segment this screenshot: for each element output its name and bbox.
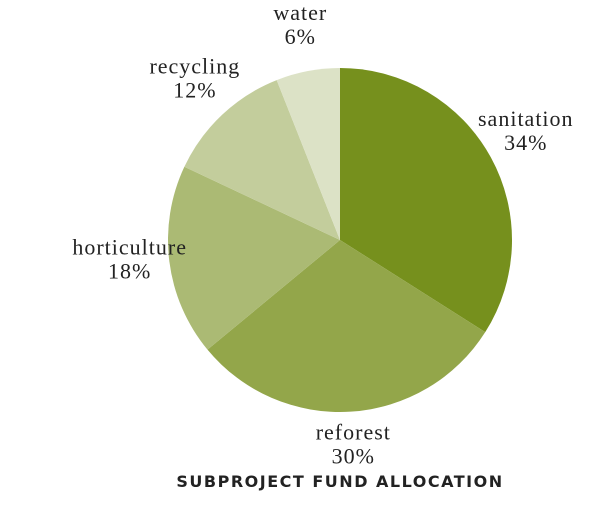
slice-label: recycling [149,53,240,78]
pie-slice [276,68,340,240]
pie-slice [168,166,340,350]
slice-label: horticulture [72,235,187,260]
slice-label: sanitation [478,106,574,131]
slice-value: 18% [108,259,151,284]
slice-value: 30% [332,444,375,469]
pie-slice [340,68,512,333]
slice-value: 34% [504,130,547,155]
slice-label: reforest [316,420,391,445]
chart-title: SUBPROJECT FUND ALLOCATION [176,472,503,491]
pie-slice [184,80,340,240]
slice-value: 6% [285,24,316,49]
slice-label: water [273,0,327,25]
pie-slice [207,240,486,412]
slice-value: 12% [173,77,216,102]
